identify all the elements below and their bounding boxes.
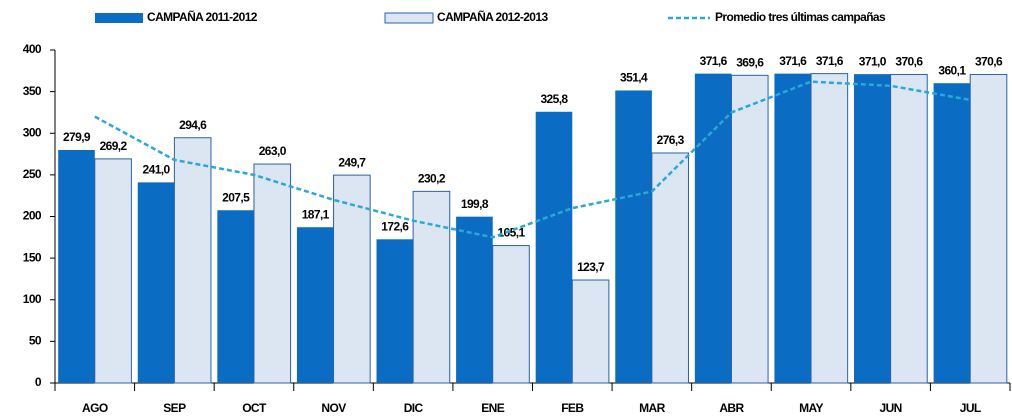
x-tick-label: MAY bbox=[799, 401, 823, 415]
bar bbox=[412, 190, 451, 384]
bar bbox=[253, 163, 292, 384]
y-tick-label: 300 bbox=[23, 125, 42, 139]
value-label: 360,1 bbox=[938, 63, 966, 77]
bar bbox=[333, 174, 371, 384]
bar bbox=[774, 73, 812, 383]
bar bbox=[296, 227, 334, 383]
bar bbox=[651, 152, 689, 384]
legend-swatch bbox=[384, 12, 434, 24]
value-label: 230,2 bbox=[418, 172, 446, 186]
bar bbox=[94, 158, 132, 384]
x-tick-label: FEB bbox=[561, 401, 584, 415]
y-tick-label: 150 bbox=[23, 250, 42, 264]
x-tick-label: DIC bbox=[404, 401, 424, 415]
bar bbox=[933, 83, 971, 384]
bar bbox=[173, 137, 212, 384]
value-label: 370,6 bbox=[975, 55, 1003, 69]
y-tick-label: 0 bbox=[35, 375, 42, 389]
x-tick-label: SEP bbox=[163, 401, 186, 415]
value-label: 371,6 bbox=[700, 54, 728, 68]
bar bbox=[137, 182, 175, 383]
value-label: 199,8 bbox=[461, 197, 489, 211]
bar bbox=[969, 73, 1008, 384]
value-label: 207,5 bbox=[222, 190, 250, 204]
legend-label: CAMPAÑA 2011-2012 bbox=[147, 9, 258, 24]
y-tick-label: 50 bbox=[29, 334, 42, 348]
value-label: 241,0 bbox=[143, 163, 171, 177]
value-label: 187,1 bbox=[302, 207, 330, 221]
bar bbox=[58, 149, 95, 383]
value-label: 351,4 bbox=[620, 71, 648, 85]
value-label: 369,6 bbox=[736, 55, 764, 69]
x-tick-label: ABR bbox=[719, 401, 744, 415]
value-label: 172,6 bbox=[381, 219, 409, 233]
x-tick-label: OCT bbox=[242, 401, 267, 415]
bar bbox=[492, 245, 530, 384]
value-label: 249,7 bbox=[338, 155, 366, 169]
value-label: 123,7 bbox=[577, 260, 605, 274]
average-line bbox=[94, 80, 971, 239]
legend-label: CAMPAÑA 2012-2013 bbox=[437, 9, 548, 24]
value-label: 276,3 bbox=[657, 133, 685, 147]
value-label: 263,0 bbox=[259, 144, 287, 158]
bar bbox=[571, 279, 610, 384]
x-tick-label: JUN bbox=[880, 401, 902, 415]
x-tick-label: AGO bbox=[82, 401, 108, 415]
x-tick-label: JUL bbox=[960, 401, 981, 415]
bar bbox=[376, 239, 414, 383]
value-label: 371,6 bbox=[779, 54, 807, 68]
value-label: 370,6 bbox=[895, 55, 923, 69]
value-label: 279,9 bbox=[63, 130, 91, 144]
value-label: 269,2 bbox=[100, 139, 128, 153]
legend-swatch bbox=[95, 13, 143, 23]
y-tick-label: 250 bbox=[23, 167, 42, 181]
x-tick-label: MAR bbox=[639, 401, 665, 415]
bar bbox=[854, 74, 891, 383]
bar bbox=[890, 73, 928, 384]
y-tick-label: 100 bbox=[23, 292, 42, 306]
bar bbox=[730, 74, 769, 384]
y-tick-label: 400 bbox=[23, 42, 42, 56]
value-label: 325,8 bbox=[540, 92, 568, 106]
value-label: 294,6 bbox=[179, 118, 207, 132]
bar bbox=[615, 90, 652, 383]
y-tick-label: 350 bbox=[23, 84, 42, 98]
value-label: 371,0 bbox=[859, 54, 887, 68]
value-label: 165,1 bbox=[497, 226, 525, 240]
bar bbox=[694, 73, 732, 383]
legend-label: Promedio tres últimas campañas bbox=[715, 10, 886, 24]
bar bbox=[456, 216, 493, 383]
x-tick-label: NOV bbox=[321, 401, 346, 415]
value-label: 371,6 bbox=[816, 54, 844, 68]
x-tick-label: ENE bbox=[481, 401, 504, 415]
bar bbox=[810, 73, 849, 384]
bar bbox=[535, 111, 573, 384]
bar bbox=[217, 210, 254, 383]
y-tick-label: 200 bbox=[23, 209, 42, 223]
